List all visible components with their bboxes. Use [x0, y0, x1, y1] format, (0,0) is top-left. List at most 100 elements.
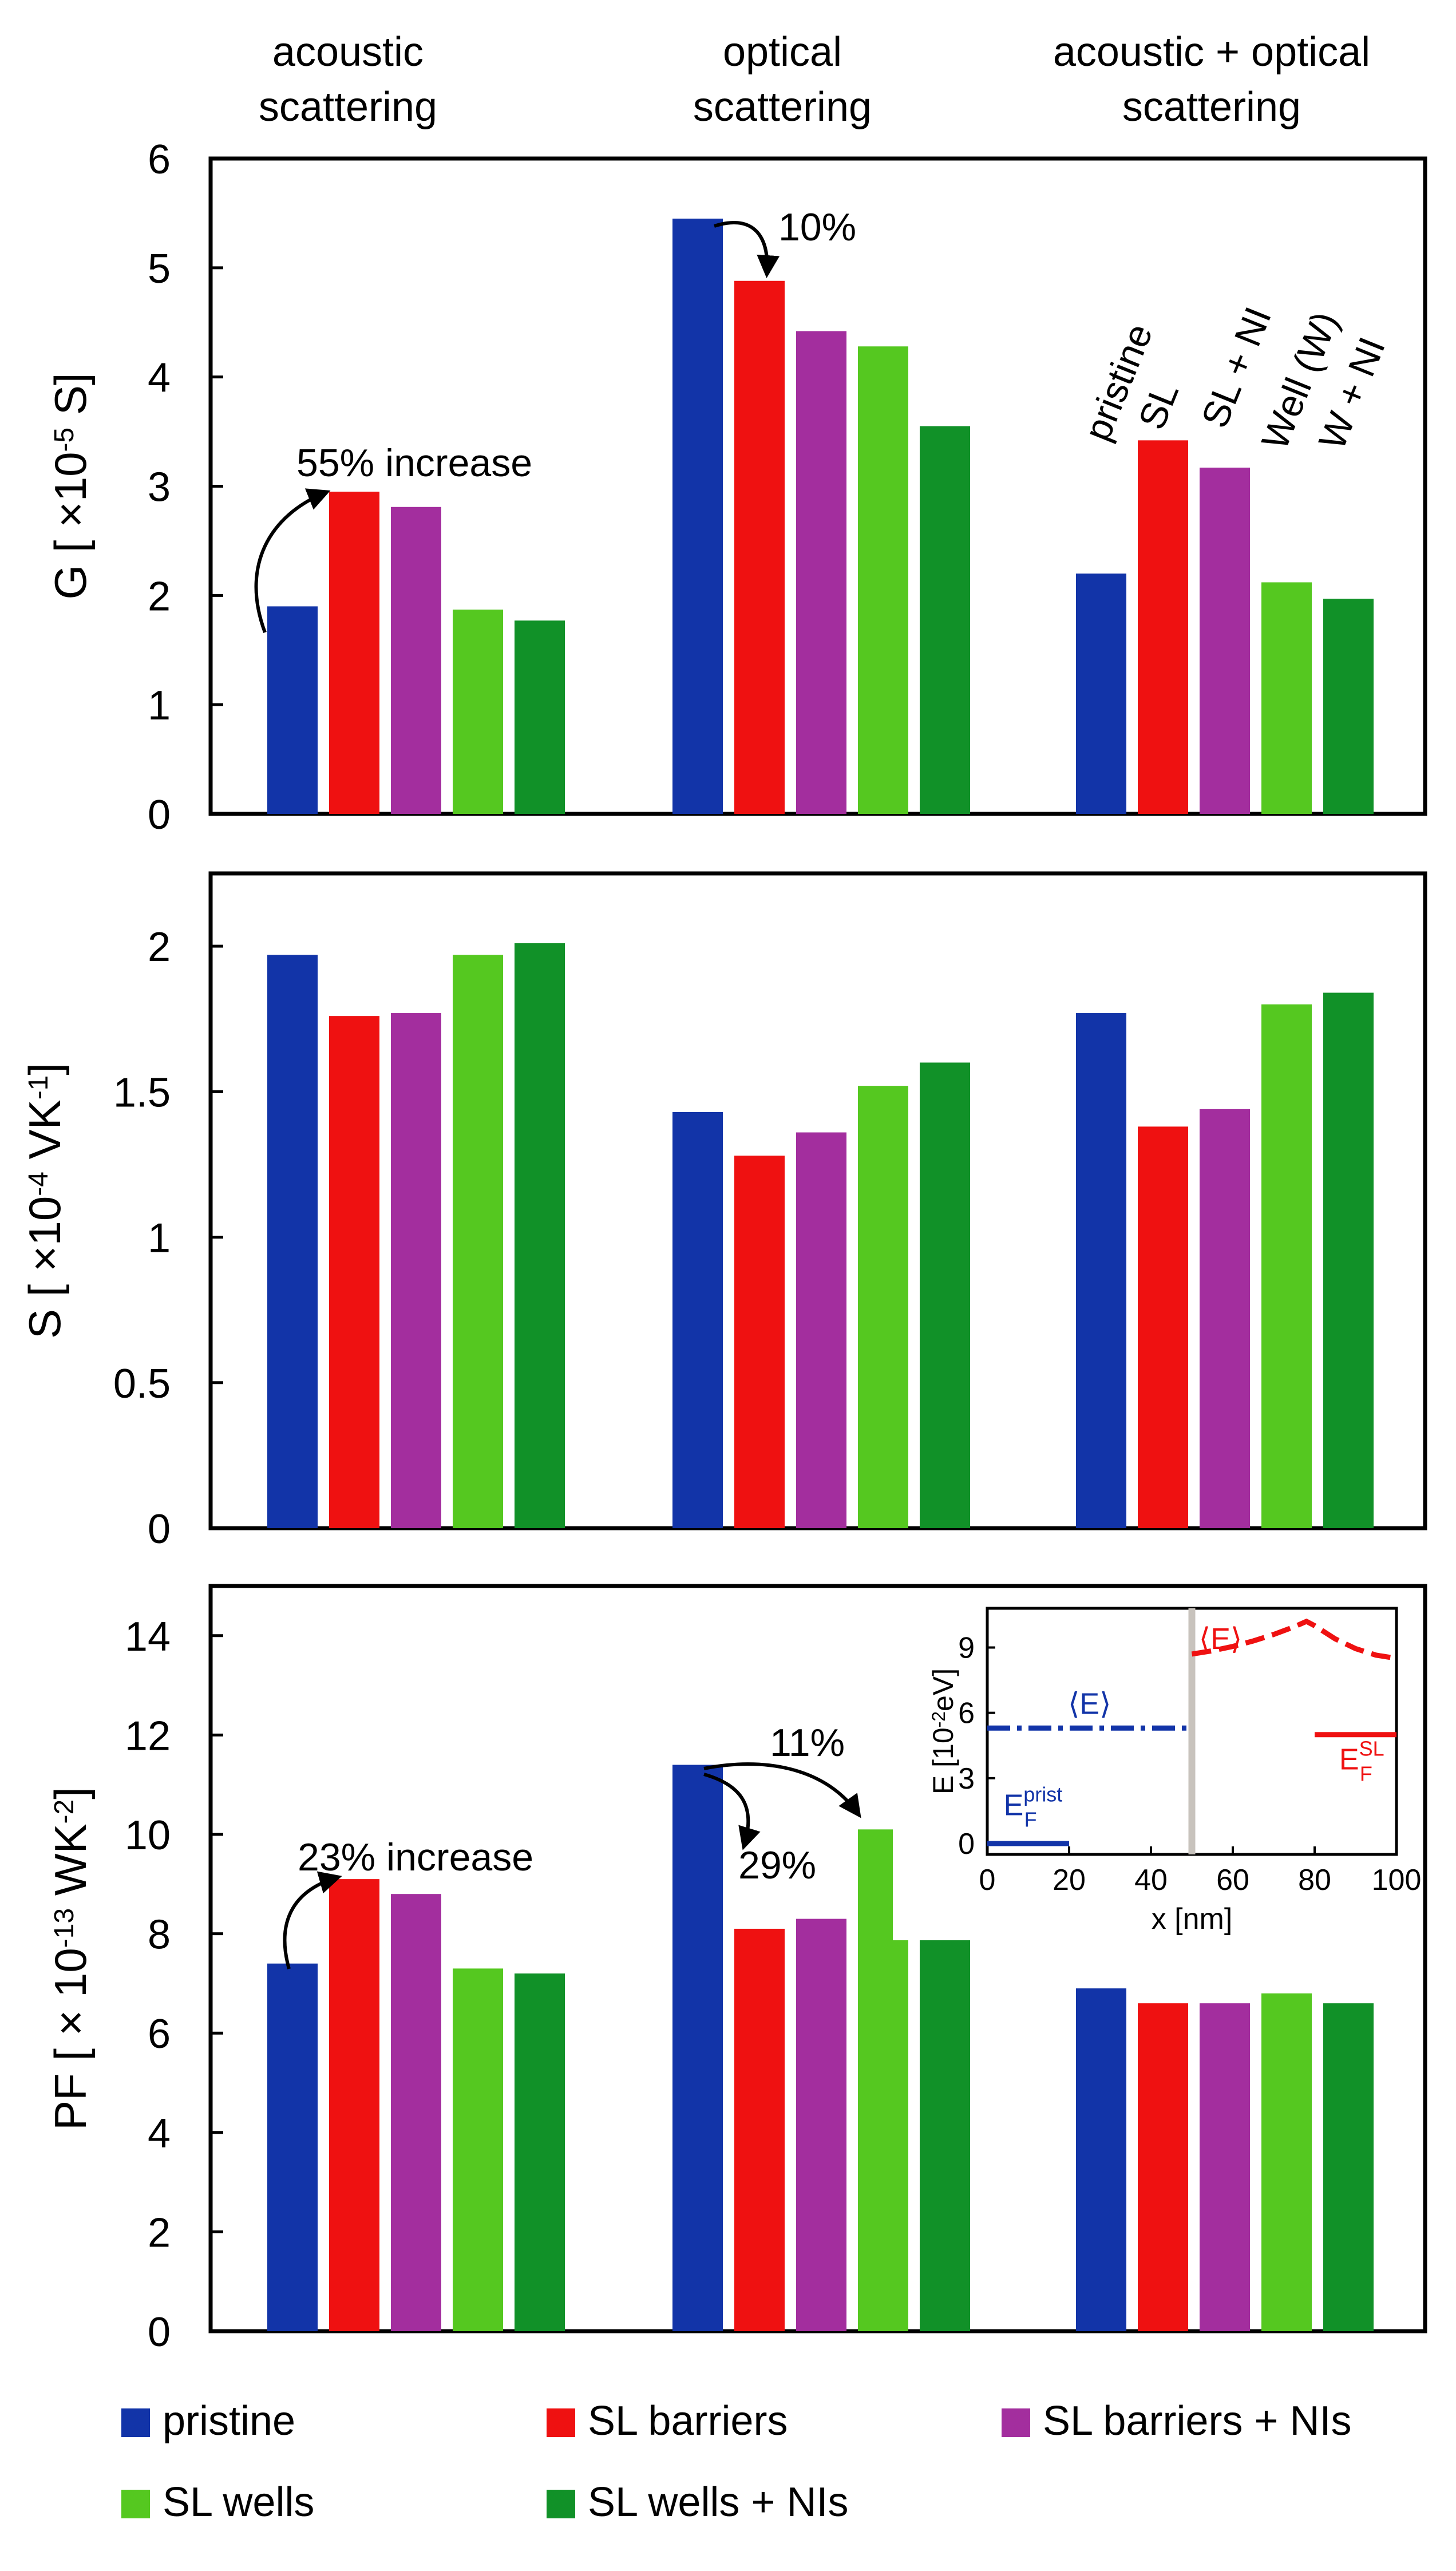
annotation-11-percent: 11% [770, 1721, 845, 1765]
bar-panel3-sl_barriers-cat3 [1138, 2003, 1188, 2331]
panel-1-ytick-label: 4 [148, 355, 171, 401]
column-header-2-line-1: optical [723, 29, 842, 75]
legend-swatch-sl-wells [121, 2490, 150, 2518]
arrow-11-percent [703, 1762, 861, 1818]
panel-1-ylabel: G [ ×10-5 S] [45, 373, 96, 599]
inset-label-avg-pristine: ⟨E⟩ [1068, 1687, 1111, 1720]
bar-panel2-sl_barriers-cat1 [329, 1016, 379, 1528]
bar-panel3-sl_wells-cat3 [1261, 1993, 1312, 2331]
inset-label-ef-sl-sup: SL [1359, 1737, 1384, 1761]
legend-label-sl-barriers-ni: SL barriers + NIs [1043, 2398, 1352, 2444]
bar-panel3-sl_wells_ni-cat3 [1323, 2003, 1374, 2331]
bar-panel3-sl_wells_ni-cat2 [920, 1874, 970, 2331]
inset-xtick-label: 100 [1372, 1864, 1422, 1897]
column-header-1-line-1: acoustic [272, 29, 424, 75]
inset-label-ef-sl-sub: F [1360, 1762, 1372, 1786]
panel-3-ytick-label: 14 [125, 1614, 171, 1660]
panel-3-ytick-label: 2 [148, 2210, 171, 2256]
panel-3-ylabel: PF [ × 10-13 WK-2] [45, 1787, 96, 2130]
bar-panel2-sl_barriers_ni-cat2 [796, 1132, 846, 1528]
legend-label-sl-barriers: SL barriers [588, 2398, 788, 2444]
bar-panel3-sl_wells_ni-cat1 [515, 1973, 565, 2331]
arrow-55-percent [254, 488, 331, 634]
inset-line-avg-sl [1191, 1618, 1397, 1661]
panel-3-ytick-label: 8 [148, 1912, 171, 1958]
arrow-23-percent [283, 1871, 342, 1969]
panel-1-ylabel-ylabel-sup: -5 [49, 428, 80, 452]
panel-2-ylabel-ylabel-sup: -4 [23, 1172, 54, 1196]
inset-ylabel-ylabel-end: eV] [927, 1668, 959, 1711]
bar-panel1-sl_wells-cat2 [858, 346, 908, 814]
inset-label-avg-sl: ⟨E⟩ [1199, 1623, 1242, 1656]
legend-swatch-sl-barriers-ni [1002, 2408, 1030, 2437]
annotation-55-percent: 55% increase [296, 441, 532, 485]
bar-panel2-pristine-cat2 [672, 1112, 723, 1528]
inset-ytick-label: 0 [958, 1828, 975, 1861]
bar-panel1-sl_wells-cat3 [1261, 582, 1312, 814]
inset-xtick-label: 40 [1134, 1864, 1168, 1897]
inset-xtick-label: 0 [979, 1864, 996, 1897]
bar-panel1-sl_barriers-cat2 [734, 280, 785, 814]
inset-xlabel: x [nm] [1152, 1902, 1233, 1936]
legend-swatch-pristine [121, 2408, 150, 2437]
panel-2-ylabel-ylabel-end2: ] [19, 1063, 70, 1075]
panel-1-ytick-label: 6 [148, 137, 171, 183]
bar-panel1-sl_barriers_ni-cat2 [796, 331, 846, 814]
bar-panel2-sl_barriers-cat3 [1138, 1126, 1188, 1528]
panel-2-ytick-label: 2 [148, 924, 171, 970]
panel-1-ylabel-ylabel-main: G [ ×10 [45, 452, 96, 600]
panel-2-ylabel: S [ ×10-4 VK-1] [19, 1063, 70, 1339]
bar-panel3-pristine-cat2 [672, 1765, 723, 2331]
panel-3-ylabel-ylabel-sup2: -2 [49, 1799, 80, 1824]
bar-panel1-pristine-cat3 [1076, 573, 1126, 814]
bar-panel2-sl_wells_ni-cat2 [920, 1062, 970, 1528]
inset-xtick-label: 80 [1298, 1864, 1331, 1897]
arrow-10-percent [714, 220, 780, 278]
panel-1-ylabel-ylabel-end: S] [45, 373, 96, 427]
panel-2-ytick-label: 0.5 [113, 1361, 171, 1407]
inset-label-ef-pristine-sup: prist [1023, 1783, 1062, 1806]
panel-3-ylabel-ylabel-main: PF [ × 10 [45, 1948, 96, 2130]
inset-background [893, 1597, 1417, 1940]
column-header-2-line-2: scattering [693, 84, 872, 130]
bar-panel1-sl_barriers-cat3 [1138, 440, 1188, 814]
inset-label-ef-pristine: Eprist F [1004, 1783, 1063, 1832]
bar-panel3-sl_barriers_ni-cat3 [1200, 2003, 1250, 2331]
bar-panel2-pristine-cat1 [267, 955, 318, 1528]
column-header-1-line-2: scattering [259, 84, 437, 130]
bar-panel1-pristine-cat1 [267, 606, 318, 814]
bar-panel1-sl_wells_ni-cat1 [515, 620, 565, 814]
panel-2-ytick-label: 1.5 [113, 1070, 171, 1116]
column-headers: acoustic scattering optical scattering acous… [259, 29, 1370, 130]
inset-ylabel-ylabel-main: E [10 [927, 1727, 959, 1794]
inset-ylabel-ylabel-sup: -2 [928, 1711, 949, 1727]
panel-1-ytick-label: 3 [148, 465, 171, 511]
annotation-10-percent: 10% [778, 205, 856, 249]
annotation-29-percent: 29% [738, 1844, 816, 1887]
panel-2: 0 0.5 1 1.5 2 S [ ×10-4 VK-1] [19, 871, 1427, 1552]
panel-3-ytick-label: 10 [125, 1813, 171, 1858]
bar-panel2-sl_wells-cat3 [1261, 1004, 1312, 1528]
bar-panel2-sl_barriers_ni-cat1 [391, 1013, 441, 1528]
column-header-3-line-2: scattering [1122, 84, 1301, 130]
inset-label-ef-pristine-e: E [1004, 1789, 1024, 1822]
inset-label-ef-pristine-sub: F [1024, 1808, 1037, 1832]
legend-label-pristine: pristine [163, 2398, 295, 2444]
inset-label-ef-sl-e: E [1339, 1743, 1359, 1777]
bar-panel3-pristine-cat3 [1076, 1988, 1126, 2331]
bar-panel2-sl_wells_ni-cat3 [1323, 992, 1374, 1528]
inset-xtick-label: 20 [1053, 1864, 1086, 1897]
arrow-29-percent [703, 1773, 761, 1850]
panel-2-ylabel-ylabel-sup2: -1 [23, 1075, 54, 1100]
bar-panel1-sl_barriers-cat1 [329, 492, 379, 814]
inset-energy-plot: 0 20 40 60 80 100 0 3 6 9 x [nm] E [10-2eV] ⟨E⟩ ⟨E⟩ Ep… [893, 1597, 1421, 1940]
legend-label-sl-wells: SL wells [163, 2479, 314, 2525]
panel-2-ytick-label: 0 [148, 1506, 171, 1552]
legend-swatch-sl-wells-ni [547, 2490, 575, 2518]
panel-3-ytick-label: 6 [148, 2011, 171, 2057]
bar-panel2-pristine-cat3 [1076, 1013, 1126, 1528]
legend: pristine SL barriers SL barriers + NIs SL w… [121, 2398, 1352, 2525]
inset-label-ef-sl: ESL F [1339, 1737, 1384, 1786]
inset-xtick-label: 60 [1216, 1864, 1249, 1897]
